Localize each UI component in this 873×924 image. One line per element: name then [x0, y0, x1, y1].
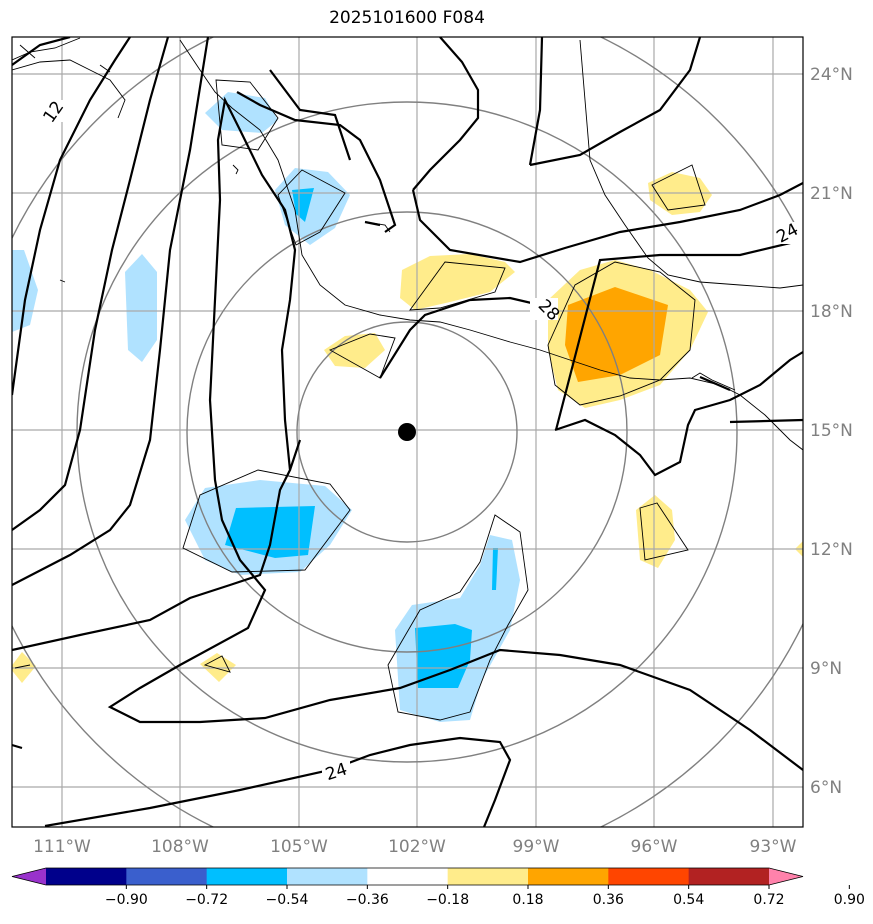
colorbar-tick-label: 0.36: [593, 892, 624, 908]
colorbar-swatch: [688, 868, 770, 885]
colorbar-extend-low: [12, 868, 46, 885]
colorbar-swatch: [528, 868, 609, 885]
lon-label: 96°W: [631, 837, 678, 857]
lon-label: 99°W: [513, 837, 560, 857]
colorbar-swatch: [46, 868, 127, 885]
coastlines: [12, 37, 803, 721]
lat-label: 6°N: [810, 778, 842, 798]
colorbar-tick-label: −0.54: [266, 892, 309, 908]
colorbar-tick-label: 0.54: [673, 892, 704, 908]
lat-label: 21°N: [810, 184, 853, 204]
colorbar-swatch: [126, 868, 208, 885]
colorbar-outline: [11, 867, 804, 886]
lon-label: 93°W: [750, 837, 797, 857]
map-frame: [11, 36, 804, 828]
colorbar-tick-label: −0.72: [185, 892, 228, 908]
lat-label: 15°N: [810, 421, 853, 441]
height-contours: [12, 37, 803, 827]
lat-label: 18°N: [810, 302, 853, 322]
lon-label: 111°W: [33, 837, 91, 857]
colorbar-swatch: [206, 868, 288, 885]
colorbar-swatch: [367, 868, 449, 885]
colorbar-tick-label: 0.18: [512, 892, 543, 908]
latitude-labels: 24°N 21°N 18°N 15°N 12°N 9°N 6°N: [810, 65, 853, 798]
longitude-labels: 111°W 108°W 105°W 102°W 99°W 96°W 93°W: [33, 837, 797, 857]
contour-28: [379, 296, 541, 379]
colorbar-tick-label: −0.18: [426, 892, 469, 908]
lon-label: 108°W: [151, 837, 209, 857]
negative-anomaly-shading: [12, 92, 520, 722]
colorbar-swatch: [287, 868, 368, 885]
lon-label: 102°W: [388, 837, 446, 857]
lon-label: 105°W: [270, 837, 328, 857]
colorbar-swatch: [447, 868, 529, 885]
colorbar-extend-high: [769, 868, 803, 885]
lat-label: 24°N: [810, 65, 853, 85]
colorbar-tick-label: 0.90: [834, 892, 865, 908]
colorbar-tick-label: −0.90: [105, 892, 148, 908]
lat-label: 12°N: [810, 540, 853, 560]
lat-label: 9°N: [810, 659, 842, 679]
colorbar-tick-label: −0.36: [346, 892, 389, 908]
colorbar: −0.90 −0.72 −0.54 −0.36 −0.18 0.18 0.36 0.54 0.7…: [11, 867, 865, 908]
graticule: [12, 37, 803, 827]
map-title: 2025101600 F084: [329, 8, 485, 28]
colorbar-tick-label: 0.72: [753, 892, 784, 908]
colorbar-swatch: [608, 868, 690, 885]
storm-center-marker: [398, 423, 416, 441]
range-rings: [12, 37, 803, 827]
